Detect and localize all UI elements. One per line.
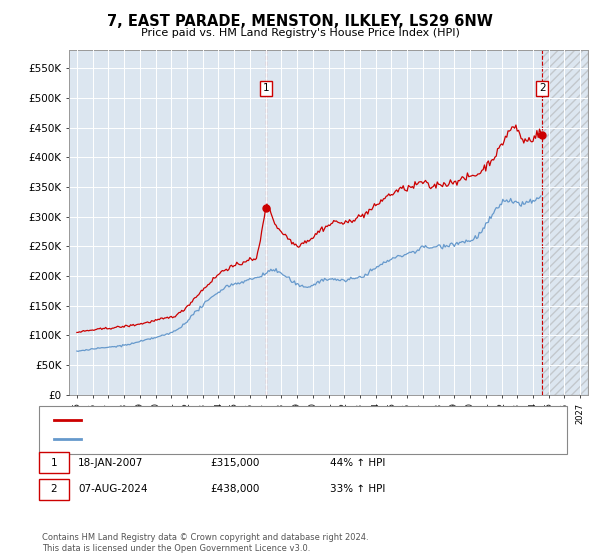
Text: 7, EAST PARADE, MENSTON, ILKLEY, LS29 6NW (detached house): 7, EAST PARADE, MENSTON, ILKLEY, LS29 6N… (87, 415, 412, 425)
Text: HPI: Average price, detached house, Bradford: HPI: Average price, detached house, Brad… (87, 435, 315, 445)
Text: 1: 1 (263, 83, 269, 94)
Text: 07-AUG-2024: 07-AUG-2024 (78, 484, 148, 494)
Text: 44% ↑ HPI: 44% ↑ HPI (330, 458, 385, 468)
Text: Price paid vs. HM Land Registry's House Price Index (HPI): Price paid vs. HM Land Registry's House … (140, 28, 460, 38)
Text: £438,000: £438,000 (210, 484, 259, 494)
Text: 7, EAST PARADE, MENSTON, ILKLEY, LS29 6NW: 7, EAST PARADE, MENSTON, ILKLEY, LS29 6N… (107, 14, 493, 29)
Text: 18-JAN-2007: 18-JAN-2007 (78, 458, 143, 468)
Text: £315,000: £315,000 (210, 458, 259, 468)
Text: 1: 1 (50, 458, 58, 468)
Text: Contains HM Land Registry data © Crown copyright and database right 2024.
This d: Contains HM Land Registry data © Crown c… (42, 533, 368, 553)
Text: 33% ↑ HPI: 33% ↑ HPI (330, 484, 385, 494)
Text: 2: 2 (50, 484, 58, 494)
Text: 2: 2 (539, 83, 545, 94)
